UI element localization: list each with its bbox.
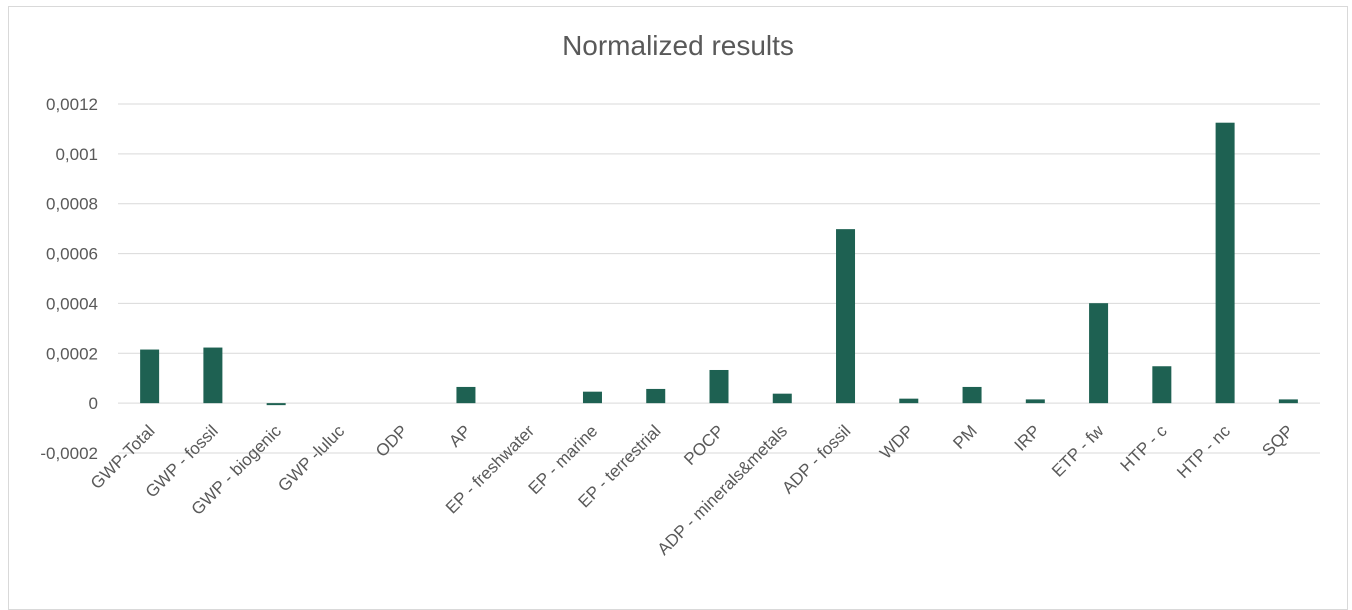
x-tick-label: PM	[949, 421, 980, 452]
y-tick-label: 0,0004	[46, 294, 98, 313]
x-tick-label: SQP	[1258, 421, 1297, 460]
bar	[266, 403, 286, 406]
y-tick-label: 0,0006	[46, 245, 98, 264]
bar	[203, 347, 223, 404]
y-tick-label: 0	[89, 394, 98, 413]
bar	[1025, 399, 1045, 404]
bar	[456, 386, 476, 404]
x-tick-label: HTP - c	[1117, 421, 1171, 475]
x-tick-label: ETP - fw	[1048, 421, 1108, 481]
y-tick-label: 0,001	[55, 145, 98, 164]
x-tick-label: ADP - minerals&metals	[654, 421, 791, 558]
bar	[1215, 122, 1235, 404]
bar	[140, 349, 160, 404]
bar	[1278, 399, 1298, 404]
bar	[1089, 303, 1109, 404]
bar	[962, 386, 982, 404]
bar	[899, 398, 919, 404]
x-tick-label: WDP	[876, 421, 917, 462]
x-tick-label: ADP - fossil	[778, 421, 854, 497]
bar	[709, 369, 729, 404]
x-tick-label: POCP	[680, 421, 728, 469]
x-tick-label: ODP	[372, 421, 411, 460]
chart-title: Normalized results	[562, 30, 794, 61]
bar	[646, 388, 666, 404]
bar	[582, 391, 602, 404]
x-tick-label: HTP - nc	[1173, 421, 1234, 482]
gridlines	[118, 103, 1320, 454]
bars	[140, 122, 1298, 406]
y-tick-label: 0,0008	[46, 195, 98, 214]
x-tick-label: GWP -luluc	[274, 421, 348, 495]
bar	[772, 393, 792, 404]
y-axis-ticks: -0,0002 0 0,0002 0,0004 0,0006 0,0008 0,001 0,0…	[40, 95, 98, 463]
bar	[836, 229, 856, 404]
x-tick-label: IRP	[1011, 421, 1044, 454]
bar	[1152, 366, 1172, 404]
x-tick-label: AP	[445, 421, 474, 450]
y-tick-label: 0,0002	[46, 344, 98, 363]
y-tick-label: -0,0002	[40, 444, 98, 463]
chart-frame	[8, 6, 1348, 610]
y-tick-label: 0,0012	[46, 95, 98, 114]
